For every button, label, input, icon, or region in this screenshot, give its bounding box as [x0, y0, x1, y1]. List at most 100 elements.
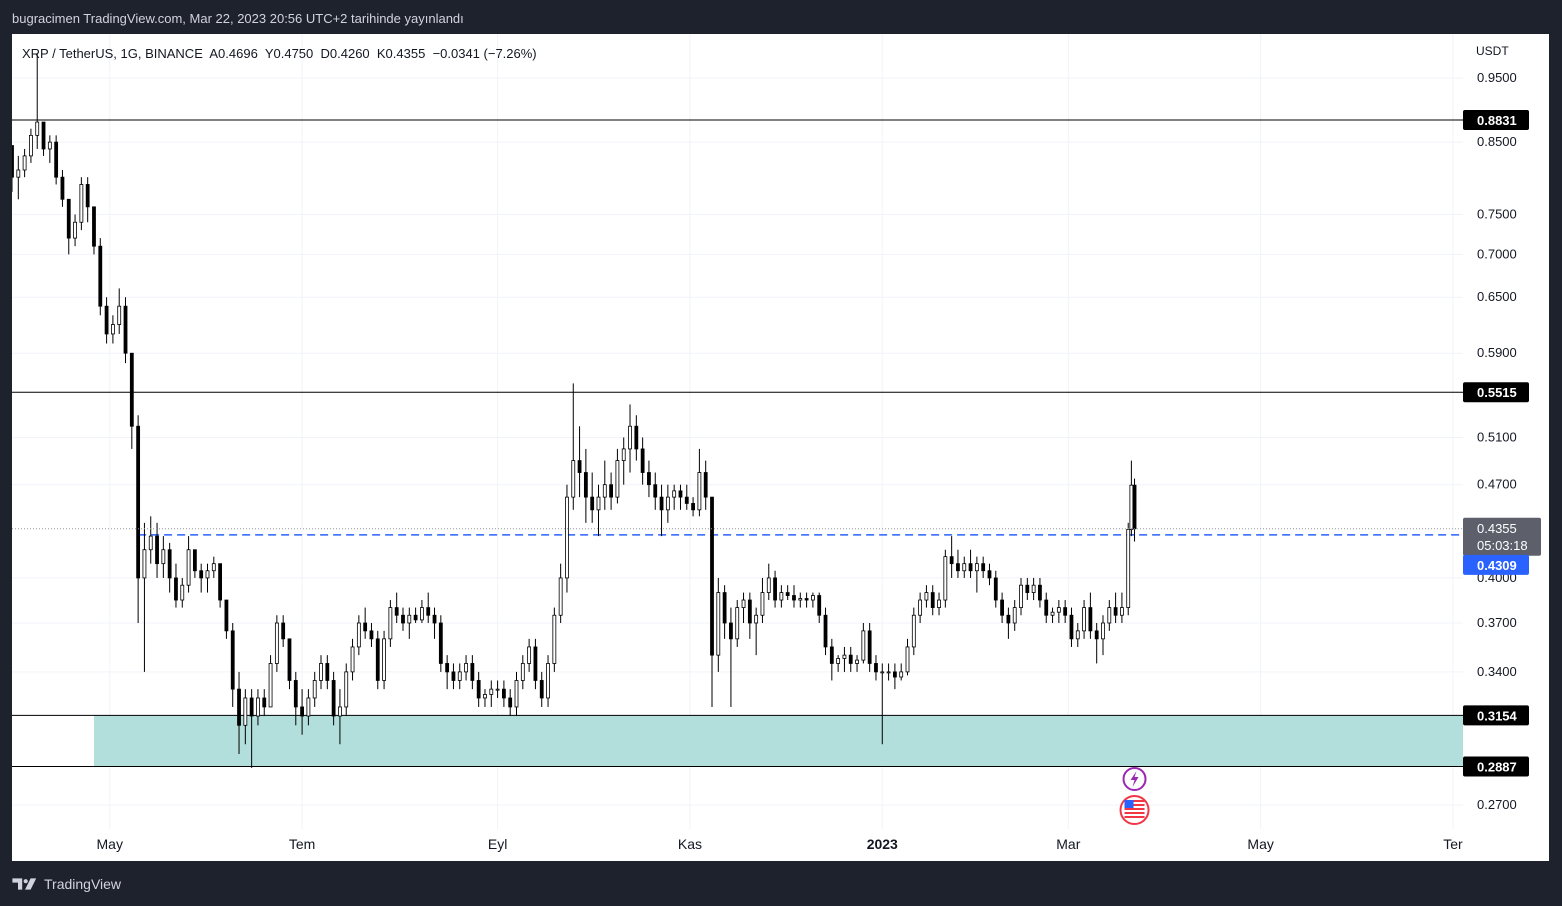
candle-body	[407, 614, 412, 624]
candle	[861, 623, 866, 664]
candle-body	[956, 563, 960, 572]
candle-body	[1129, 484, 1134, 530]
candle-body	[192, 549, 197, 572]
candle-body	[697, 472, 702, 511]
published-line: bugracimen TradingView.com, Mar 22, 2023…	[12, 11, 464, 26]
candle-body	[174, 577, 178, 601]
candle-body	[811, 595, 815, 601]
candle	[54, 135, 59, 185]
candle-body	[92, 206, 96, 247]
candle-body	[741, 599, 746, 608]
candle	[432, 607, 437, 639]
candle	[22, 148, 27, 178]
candle-body	[571, 460, 576, 498]
candle	[136, 415, 141, 624]
candle-body	[1044, 599, 1049, 616]
candle-body	[602, 484, 607, 498]
candle-body	[943, 556, 948, 601]
candle	[1050, 607, 1055, 624]
candle-body	[495, 688, 500, 691]
time-tick-label: Kas	[678, 836, 702, 852]
candle-body	[224, 599, 229, 632]
candle-body	[735, 607, 740, 640]
price-axis: USDT 0.9500 0.8500 0.7500 0.7000 0.6500 0.5900…	[1476, 44, 1517, 812]
candle-body	[356, 622, 361, 648]
candle-body	[628, 425, 632, 450]
candle	[836, 655, 841, 672]
candle-body	[104, 305, 109, 335]
candle-body	[874, 663, 878, 673]
candle-body	[621, 448, 626, 461]
candle	[804, 592, 809, 608]
time-tick-label: Mar	[1056, 836, 1080, 852]
candle-body	[1031, 584, 1036, 593]
candle-body	[930, 592, 935, 608]
candle	[590, 472, 595, 523]
candle	[281, 615, 286, 647]
candle	[338, 689, 342, 745]
candle-body	[180, 584, 185, 601]
candle-body	[483, 694, 487, 699]
candle	[476, 671, 481, 707]
candle-body	[1069, 614, 1074, 640]
candle-body	[274, 622, 279, 664]
candle-body	[249, 697, 254, 717]
candle	[262, 689, 267, 717]
candle-body	[319, 663, 323, 681]
candle-body	[993, 577, 998, 601]
candle	[331, 671, 336, 726]
candle-body	[836, 658, 841, 664]
candle-body	[855, 659, 859, 664]
candle-body	[710, 496, 714, 656]
chart-panel[interactable]: USDT 0.9500 0.8500 0.7500 0.7000 0.6500 0.5900…	[12, 34, 1549, 861]
candlestick-chart[interactable]: USDT 0.9500 0.8500 0.7500 0.7000 0.6500 0.5900…	[12, 34, 1549, 861]
candle	[325, 655, 330, 690]
candle	[167, 542, 172, 593]
candle-body	[186, 549, 191, 586]
candle	[943, 549, 948, 608]
candle	[653, 472, 658, 510]
candle	[249, 689, 254, 768]
candle	[92, 206, 96, 255]
level-tag-label: 0.8831	[1477, 113, 1517, 128]
price-tick-label: 0.3400	[1477, 664, 1517, 679]
candle	[710, 496, 714, 707]
candle	[293, 671, 298, 726]
candle-body	[918, 599, 923, 616]
candle-body	[722, 592, 727, 624]
candle-body	[1050, 611, 1055, 616]
candle	[199, 563, 204, 593]
candle	[703, 460, 708, 510]
tradingview-brand[interactable]: TradingView	[12, 876, 121, 892]
candle	[829, 638, 834, 681]
candle-body	[287, 638, 292, 681]
candle-body	[1113, 607, 1118, 616]
candle	[747, 592, 752, 639]
close-value: K0.4355	[376, 46, 426, 61]
candle	[155, 522, 159, 578]
candle-body	[325, 663, 330, 681]
candle-body	[779, 592, 784, 601]
candle-body	[766, 577, 771, 593]
candle-body	[1088, 607, 1093, 632]
candle-body	[394, 607, 399, 616]
symbol-pair[interactable]: XRP / TetherUS, 1G, BINANCE	[22, 46, 203, 61]
candle-body	[1082, 607, 1086, 632]
candle-body	[476, 680, 481, 699]
candle	[1025, 577, 1030, 601]
candle-body	[300, 706, 304, 717]
candle-body	[981, 563, 986, 572]
candle-body	[615, 460, 620, 498]
candle	[274, 615, 279, 672]
candle	[729, 607, 733, 707]
candle-body	[527, 646, 532, 664]
candle	[798, 592, 803, 608]
candle-body	[659, 496, 664, 511]
candle	[407, 607, 412, 639]
candle	[382, 630, 386, 690]
candle-body	[464, 663, 468, 673]
candle-body	[1107, 607, 1112, 624]
candle-body	[640, 448, 645, 473]
event-markers	[1119, 767, 1150, 825]
candle-body	[382, 638, 386, 681]
